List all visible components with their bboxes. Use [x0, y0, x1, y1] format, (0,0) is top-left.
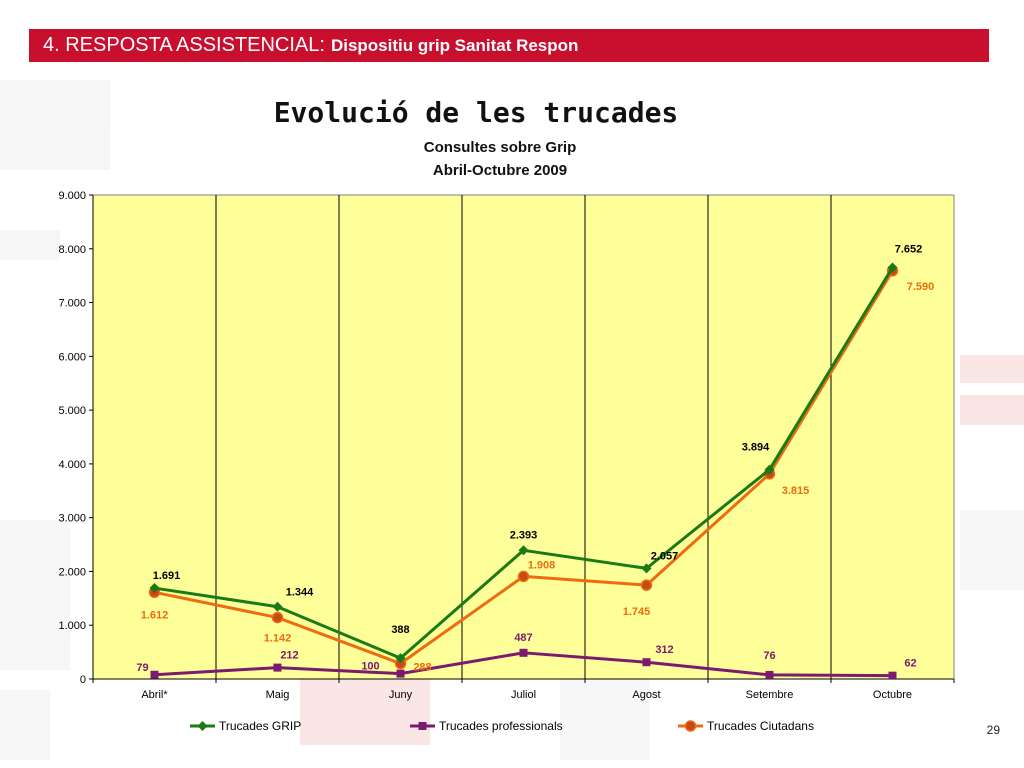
x-tick-label: Juny	[389, 689, 413, 701]
data-label-trucades-ciutadans: 1.908	[528, 559, 556, 571]
data-point-trucades-professionals	[273, 663, 282, 672]
data-point-trucades-ciutadans	[517, 570, 530, 583]
y-tick-label: 6.000	[58, 351, 86, 363]
data-label-trucades-grip: 1.344	[286, 587, 314, 599]
data-label-trucades-grip: 3.894	[742, 442, 770, 454]
chart-subtitle: Abril-Octubre 2009	[432, 162, 568, 179]
data-label-trucades-professionals: 212	[280, 650, 298, 662]
data-label-trucades-ciutadans: 7.590	[907, 281, 935, 293]
data-point-trucades-grip	[518, 545, 529, 556]
data-point-trucades-grip	[272, 601, 283, 612]
data-label-trucades-professionals: 487	[514, 632, 532, 644]
data-point-trucades-professionals	[396, 669, 405, 678]
x-tick-label: Setembre	[746, 689, 794, 701]
x-tick-label: Agost	[632, 689, 660, 701]
chart-title: Consultes sobre Grip	[423, 139, 577, 156]
data-label-trucades-professionals: 79	[136, 662, 148, 674]
y-tick-label: 8.000	[58, 244, 86, 256]
header-bar: 4. RESPOSTA ASSISTENCIAL: Dispositiu gri…	[29, 29, 989, 62]
slide-title: Evolució de les trucades	[273, 96, 679, 129]
data-label-trucades-ciutadans: 1.745	[623, 606, 651, 618]
data-point-trucades-grip	[764, 464, 775, 475]
data-label-trucades-ciutadans: 3.815	[782, 485, 810, 497]
data-label-trucades-professionals: 76	[763, 650, 775, 662]
y-tick-label: 0	[80, 674, 86, 686]
y-tick-label: 2.000	[58, 566, 86, 578]
data-label-trucades-ciutadans: 1.142	[264, 633, 292, 645]
data-point-trucades-professionals	[765, 670, 774, 679]
legend-marker	[197, 721, 208, 731]
y-tick-label: 1.000	[58, 620, 86, 632]
x-tick-label: Juliol	[511, 689, 536, 701]
data-point-trucades-grip	[887, 262, 898, 273]
legend-label: Trucades GRIP	[219, 719, 301, 733]
y-tick-label: 7.000	[58, 298, 86, 310]
y-tick-label: 5.000	[58, 405, 86, 417]
header-section-label: 4. RESPOSTA ASSISTENCIAL:	[43, 34, 325, 56]
header-subtitle: Dispositiu grip Sanitat Respon	[330, 35, 579, 55]
x-tick-label: Octubre	[873, 689, 912, 701]
data-point-trucades-professionals	[642, 658, 651, 667]
x-tick-label: Maig	[266, 689, 290, 701]
data-label-trucades-grip: 388	[391, 624, 409, 636]
y-tick-label: 3.000	[58, 513, 86, 525]
data-label-trucades-ciutadans: 288	[413, 662, 431, 674]
data-label-trucades-grip: 7.652	[895, 243, 923, 255]
data-label-trucades-ciutadans: 1.612	[141, 609, 169, 621]
data-label-trucades-professionals: 312	[655, 644, 673, 656]
y-tick-label: 9.000	[58, 190, 86, 202]
data-label-trucades-grip: 2.393	[510, 529, 538, 541]
data-label-trucades-grip: 2.057	[651, 550, 679, 562]
legend-marker	[684, 720, 697, 732]
legend-marker	[418, 722, 427, 730]
data-point-trucades-professionals	[150, 670, 159, 679]
data-point-trucades-ciutadans	[271, 611, 284, 624]
data-point-trucades-grip	[395, 653, 406, 664]
page-number: 29	[986, 723, 1000, 737]
x-tick-label: Abril*	[141, 689, 168, 701]
data-point-trucades-grip	[641, 563, 652, 574]
data-label-trucades-professionals: 100	[361, 661, 379, 673]
data-point-trucades-grip	[149, 583, 160, 594]
plot-area	[92, 194, 955, 680]
data-label-trucades-grip: 1.691	[153, 570, 181, 582]
data-point-trucades-ciutadans	[640, 579, 653, 591]
y-tick-label: 4.000	[58, 459, 86, 471]
legend-label: Trucades professionals	[439, 719, 563, 733]
data-label-trucades-professionals: 62	[904, 658, 916, 670]
data-point-trucades-professionals	[519, 648, 528, 657]
data-point-trucades-professionals	[888, 671, 897, 680]
legend-label: Trucades Ciutadans	[707, 719, 814, 733]
